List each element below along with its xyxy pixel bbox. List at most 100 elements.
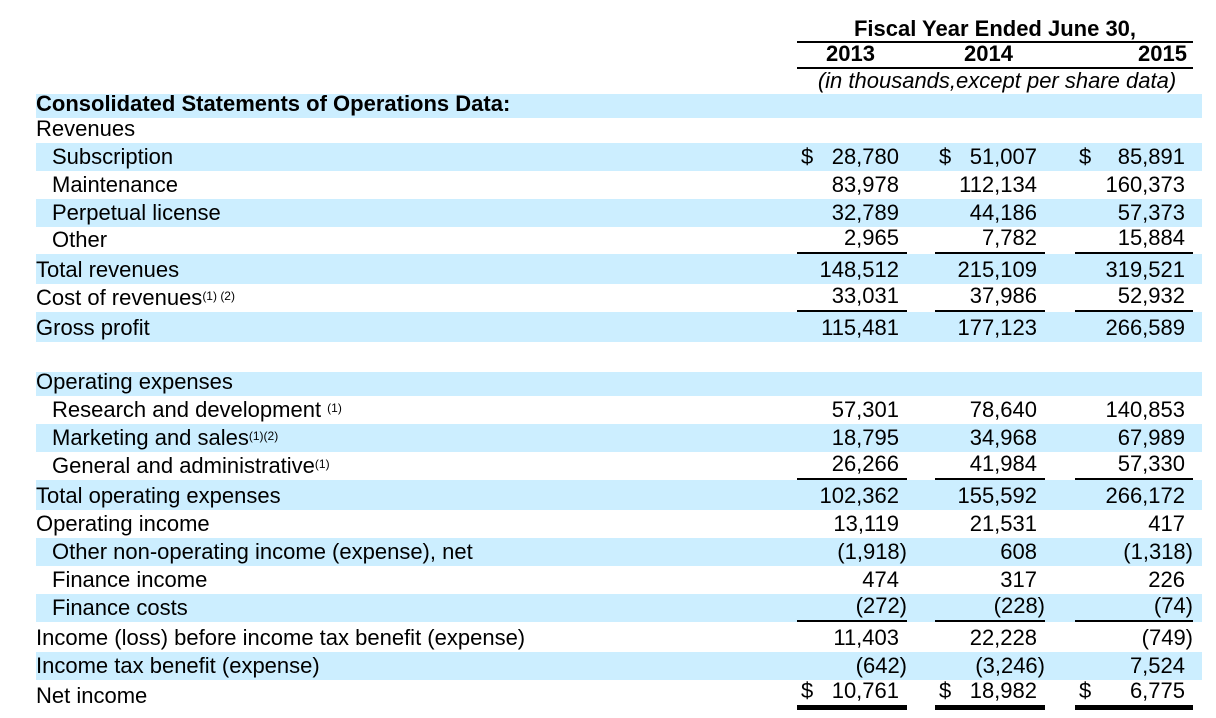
value: 417 <box>1148 511 1185 536</box>
row-label-text: Total operating expenses <box>36 483 281 508</box>
row-label: Consolidated Statements of Operations Da… <box>36 92 510 116</box>
row-label-text: Other <box>52 227 108 252</box>
year-2014-header: 2014 <box>964 41 1013 66</box>
row-label: Other non-operating income (expense), ne… <box>52 540 473 564</box>
value-cell-2013 <box>797 372 907 396</box>
table-row: Net income $10,761 $18,982 $6,775 <box>36 678 1202 710</box>
table-row: Operating income 13,119 21,531 417 <box>36 510 1202 538</box>
table-row <box>36 342 1202 372</box>
value: 13,119 <box>833 511 899 536</box>
row-label: Total revenues <box>36 258 179 282</box>
row-label: Perpetual license <box>52 201 221 225</box>
value-cell-2014: (3,246) <box>935 652 1045 680</box>
value: 2,965 <box>843 225 899 250</box>
value-cell-2015 <box>1075 372 1193 396</box>
row-label-text: Other non-operating income (expense), ne… <box>52 539 473 564</box>
value-cell-2015: 319,521 <box>1075 254 1193 284</box>
fiscal-year-header: Fiscal Year Ended June 30, <box>797 17 1193 43</box>
value-cell-2014 <box>935 372 1045 396</box>
value: 51,007 <box>969 144 1037 169</box>
value-cell-2015: 15,884 <box>1075 225 1193 254</box>
row-label-text: Gross profit <box>36 315 150 340</box>
value-cell-2013: 18,795 <box>797 424 907 452</box>
value-cell-2015: $6,775 <box>1075 675 1193 710</box>
table-row: Finance income 474 317 226 <box>36 566 1202 594</box>
value: (74) <box>1153 593 1193 618</box>
value: 160,373 <box>1105 172 1185 197</box>
value-cell-2013: (642) <box>797 652 907 680</box>
table-row: Consolidated Statements of Operations Da… <box>36 92 1202 118</box>
value-cell-2015: 7,524 <box>1075 652 1193 680</box>
value-cell-2015: 57,373 <box>1075 199 1193 227</box>
value: 21,531 <box>969 511 1037 536</box>
units-note: (in thousands,except per share data) <box>817 68 1177 93</box>
value-cell-2014: (228) <box>935 592 1045 622</box>
value: 57,330 <box>1117 451 1185 476</box>
dollar-sign: $ <box>939 144 952 169</box>
table-row: Operating expenses <box>36 370 1202 396</box>
value: 317 <box>1000 567 1037 592</box>
value: 34,968 <box>969 425 1037 450</box>
table-row: Subscription $28,780 $51,007 $85,891 <box>36 143 1202 171</box>
row-label: Income (loss) before income tax benefit … <box>36 626 525 650</box>
value: (749) <box>1141 625 1193 650</box>
value-cell-2014: 317 <box>935 566 1045 594</box>
value-cell-2014: 37,986 <box>935 282 1045 312</box>
value: 7,782 <box>981 225 1037 250</box>
table-row: Other non-operating income (expense), ne… <box>36 538 1202 566</box>
dollar-sign: $ <box>801 678 814 703</box>
value: 6,775 <box>1129 678 1185 703</box>
table-row: Other 2,965 7,782 15,884 <box>36 225 1202 254</box>
value: 155,592 <box>957 483 1037 508</box>
row-label-text: Total revenues <box>36 257 180 282</box>
value-cell-2013: 83,978 <box>797 171 907 199</box>
value-cell-2015 <box>1075 118 1193 143</box>
value: 83,978 <box>831 172 899 197</box>
row-label-text: Finance costs <box>52 595 188 620</box>
value-cell-2014: 22,228 <box>935 622 1045 652</box>
row-label: Other <box>52 228 107 252</box>
dollar-sign: $ <box>801 144 814 169</box>
value-cell-2014: $18,982 <box>935 675 1045 710</box>
value: 112,134 <box>959 172 1037 197</box>
value-cell-2014: 21,531 <box>935 510 1045 538</box>
row-label: Research and development (1) <box>52 398 342 422</box>
value-cell-2013: (1,918) <box>797 538 907 566</box>
value-cell-2013: (272) <box>797 592 907 622</box>
header-rule <box>797 67 1193 69</box>
row-label-text: Revenues <box>36 116 136 141</box>
value-cell-2013: 32,789 <box>797 199 907 227</box>
row-label: Cost of revenues(1) (2) <box>36 286 235 310</box>
value-cell-2014: 215,109 <box>935 254 1045 284</box>
row-label: Marketing and sales(1)(2) <box>52 426 278 450</box>
table-row: Total operating expenses 102,362 155,592 26… <box>36 480 1202 510</box>
value-cell-2013: 13,119 <box>797 510 907 538</box>
value: 319,521 <box>1105 257 1185 282</box>
dollar-sign: $ <box>939 678 952 703</box>
value-cell-2015: 52,932 <box>1075 282 1193 312</box>
value-cell-2014: 608 <box>935 538 1045 566</box>
footnote-ref: (1) <box>314 457 330 471</box>
row-label: Subscription <box>52 145 173 169</box>
value-cell-2015: 266,589 <box>1075 312 1193 342</box>
value-cell-2014: 112,134 <box>935 171 1045 199</box>
value: 57,373 <box>1117 200 1185 225</box>
value-cell-2015 <box>1075 342 1193 372</box>
row-label-text: Maintenance <box>52 172 178 197</box>
value: 33,031 <box>831 283 899 308</box>
row-label: Net income <box>36 684 147 708</box>
value: (272) <box>855 593 907 618</box>
value-cell-2014: 44,186 <box>935 199 1045 227</box>
value: 474 <box>862 567 899 592</box>
value: 18,982 <box>969 678 1037 703</box>
value-cell-2015: (74) <box>1075 592 1193 622</box>
value-cell-2015: 140,853 <box>1075 396 1193 424</box>
value-cell-2013 <box>797 94 907 118</box>
value: 140,853 <box>1105 397 1185 422</box>
value: 608 <box>1000 539 1037 564</box>
value: 266,589 <box>1105 315 1185 340</box>
value-cell-2014: 155,592 <box>935 480 1045 510</box>
table-row: Research and development (1) 57,301 78,640… <box>36 396 1202 424</box>
row-label-text: Income (loss) before income tax benefit … <box>36 625 526 650</box>
row-label-text: Consolidated Statements of Operations Da… <box>36 91 511 116</box>
